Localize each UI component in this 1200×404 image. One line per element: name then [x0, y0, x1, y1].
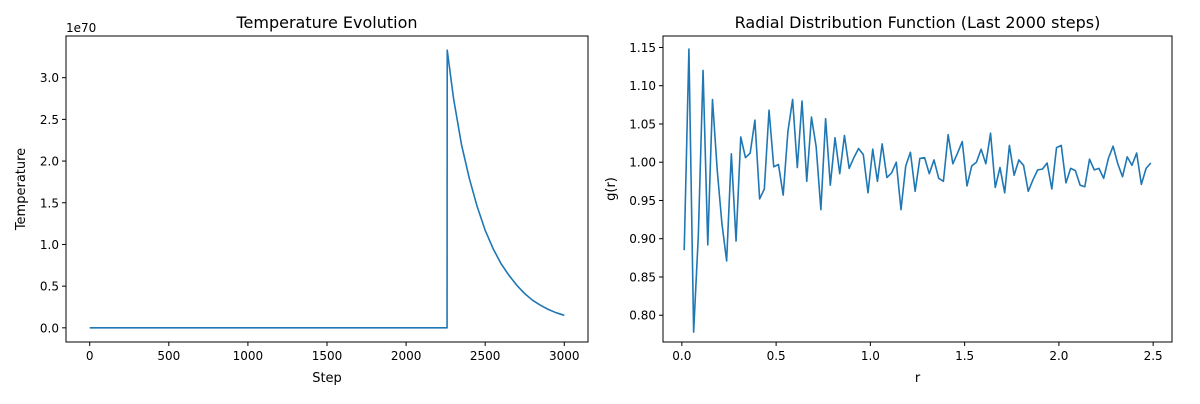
x-tick-label: 2.0 [1049, 349, 1068, 363]
plot-frame [662, 35, 1173, 343]
chart-title: Radial Distribution Function (Last 2000 … [735, 13, 1101, 32]
y-axis-label: Temperature [14, 148, 29, 231]
x-tick-label: 1500 [312, 349, 343, 363]
x-axis-label: r [915, 371, 921, 386]
x-tick-label: 0.5 [767, 349, 786, 363]
y-tick-label: 1.10 [629, 79, 656, 93]
plot-frame [65, 35, 589, 343]
x-tick-label: 2000 [391, 349, 422, 363]
x-tick-label: 3000 [549, 349, 580, 363]
y-axis-label: g(r) [604, 177, 619, 201]
series-line-0 [89, 49, 565, 329]
y-axis-offset-text: 1e70 [66, 21, 96, 35]
y-tick-label: 3.0 [40, 71, 59, 85]
y-tick-label: 0.85 [629, 270, 656, 284]
y-tick-label: 2.5 [40, 113, 59, 127]
y-tick-label: 1.05 [629, 117, 656, 131]
x-tick-label: 1000 [233, 349, 264, 363]
y-tick-label: 0.5 [40, 280, 59, 294]
x-tick-label: 500 [157, 349, 180, 363]
x-axis-label: Step [312, 371, 342, 386]
temperature-evolution-chart: 0 500 1000 1500 2000 2500 3000 0.0 0.5 1.0 1.5 2.0 2… [14, 13, 589, 386]
y-tick-label: 1.0 [40, 238, 59, 252]
x-tick-label: 2500 [470, 349, 501, 363]
series-line-0 [683, 48, 1152, 333]
y-tick-label: 1.00 [629, 156, 656, 170]
y-tick-label: 2.0 [40, 155, 59, 169]
x-tick-label: 0.0 [672, 349, 691, 363]
chart-title: Temperature Evolution [235, 13, 417, 32]
x-tick-label: 1.5 [955, 349, 974, 363]
y-tick-label: 1.5 [40, 196, 59, 210]
x-tick-label: 0 [86, 349, 94, 363]
y-tick-label: 1.15 [629, 41, 656, 55]
x-tick-label: 2.5 [1144, 349, 1163, 363]
y-tick-label: 0.80 [629, 309, 656, 323]
y-tick-label: 0.95 [629, 194, 656, 208]
y-tick-label: 0.0 [40, 321, 59, 335]
y-tick-label: 0.90 [629, 232, 656, 246]
x-tick-label: 1.0 [861, 349, 880, 363]
radial-distribution-chart: 0.0 0.5 1.0 1.5 2.0 2.5 0.80 0.85 0.90 0.95 1.00 1.… [604, 13, 1173, 386]
